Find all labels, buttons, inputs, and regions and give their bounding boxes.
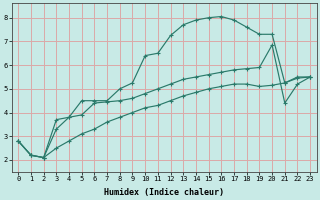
X-axis label: Humidex (Indice chaleur): Humidex (Indice chaleur) [104, 188, 224, 197]
